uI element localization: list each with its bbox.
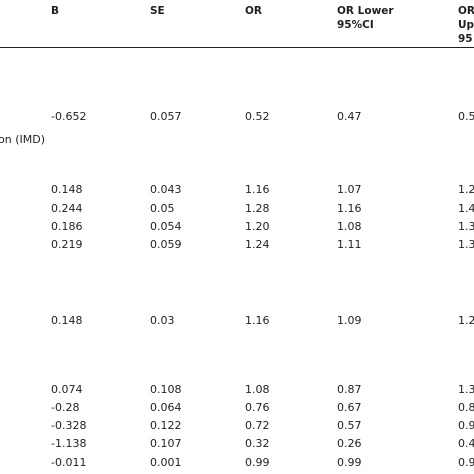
cell-se: 0.064 xyxy=(150,401,182,414)
header-or-upper-line3: 95 xyxy=(458,33,473,45)
cell-or-upper: 1.3 xyxy=(458,238,474,251)
header-or: OR xyxy=(245,5,263,17)
cell-or: 0.72 xyxy=(245,419,270,432)
cell-or-upper: 1.2 xyxy=(458,314,474,327)
cell-b: -0.328 xyxy=(51,419,87,432)
header-b: B xyxy=(51,5,60,17)
cell-b: -0.652 xyxy=(51,110,87,123)
header-or-lower-line1: OR Lower xyxy=(337,5,394,17)
cell-or-lower: 1.07 xyxy=(337,183,362,196)
cell-se: 0.054 xyxy=(150,220,182,233)
cell-or: 0.99 xyxy=(245,456,270,469)
cell-se: 0.043 xyxy=(150,183,182,196)
cell-se: 0.059 xyxy=(150,238,182,251)
cell-se: 0.03 xyxy=(150,314,175,327)
cell-b: -0.28 xyxy=(51,401,80,414)
cell-se: 0.05 xyxy=(150,202,175,215)
cell-b: 0.186 xyxy=(51,220,83,233)
cell-or-lower: 1.16 xyxy=(337,202,362,215)
cell-or-upper: 0.8 xyxy=(458,401,474,414)
cell-or-lower: 0.26 xyxy=(337,437,362,450)
cell-or-lower: 1.09 xyxy=(337,314,362,327)
cell-b: -0.011 xyxy=(51,456,87,469)
cell-or: 0.52 xyxy=(245,110,270,123)
cell-or-upper: 0.9 xyxy=(458,456,474,469)
cell-b: -1.138 xyxy=(51,437,87,450)
cell-or-upper: 1.3 xyxy=(458,220,474,233)
cell-or-upper: 0.4 xyxy=(458,437,474,450)
cell-or-lower: 0.67 xyxy=(337,401,362,414)
cell-or-lower: 0.87 xyxy=(337,383,362,396)
cell-b: 0.244 xyxy=(51,202,83,215)
header-or-upper-line2: Up xyxy=(458,19,474,31)
header-or-lower-line2: 95%CI xyxy=(337,19,374,31)
cell-se: 0.057 xyxy=(150,110,182,123)
cell-or-upper: 1.4 xyxy=(458,202,474,215)
cell-b: 0.148 xyxy=(51,183,83,196)
cell-or: 1.16 xyxy=(245,314,270,327)
row-label-imd: on (IMD) xyxy=(0,133,45,146)
cell-or-lower: 0.47 xyxy=(337,110,362,123)
cell-or: 1.16 xyxy=(245,183,270,196)
cell-or-lower: 0.57 xyxy=(337,419,362,432)
cell-or: 0.76 xyxy=(245,401,270,414)
cell-or: 1.28 xyxy=(245,202,270,215)
cell-or-upper: 1.3 xyxy=(458,383,474,396)
cell-b: 0.219 xyxy=(51,238,83,251)
header-se: SE xyxy=(150,5,165,17)
cell-or: 1.20 xyxy=(245,220,270,233)
cell-or: 1.08 xyxy=(245,383,270,396)
cell-b: 0.148 xyxy=(51,314,83,327)
cell-se: 0.108 xyxy=(150,383,182,396)
header-or-upper-line1: OR xyxy=(458,5,474,17)
cell-se: 0.122 xyxy=(150,419,182,432)
cell-se: 0.107 xyxy=(150,437,182,450)
cell-or-upper: 1.2 xyxy=(458,183,474,196)
cell-b: 0.074 xyxy=(51,383,83,396)
cell-or-lower: 0.99 xyxy=(337,456,362,469)
header-rule xyxy=(0,47,474,48)
cell-or-upper: 0.5 xyxy=(458,110,474,123)
cell-or: 1.24 xyxy=(245,238,270,251)
cell-or-lower: 1.08 xyxy=(337,220,362,233)
cell-se: 0.001 xyxy=(150,456,182,469)
cell-or-lower: 1.11 xyxy=(337,238,362,251)
cell-or: 0.32 xyxy=(245,437,270,450)
cell-or-upper: 0.9 xyxy=(458,419,474,432)
